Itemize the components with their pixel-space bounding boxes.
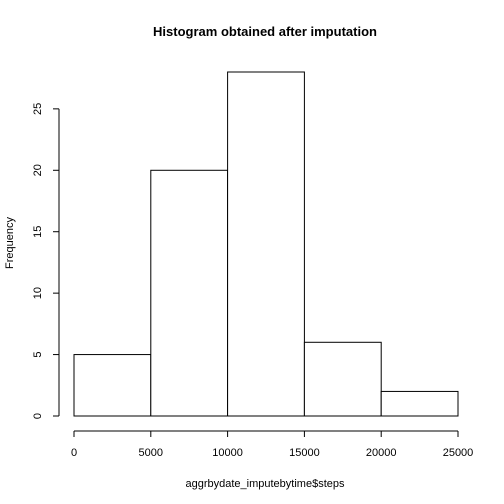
bars-group <box>74 72 458 416</box>
y-tick-label: 0 <box>32 413 44 419</box>
histogram-bar-1 <box>74 355 151 416</box>
x-tick-label: 25000 <box>443 447 474 459</box>
y-axis-label: Frequency <box>4 217 16 269</box>
histogram-bar-3 <box>228 72 305 416</box>
y-tick-label: 25 <box>32 103 44 115</box>
y-tick-label: 15 <box>32 226 44 238</box>
chart-title: Histogram obtained after imputation <box>153 24 377 39</box>
y-tick-label: 5 <box>32 352 44 358</box>
histogram-bar-2 <box>151 170 228 416</box>
y-tick-label: 10 <box>32 287 44 299</box>
y-tick-label: 20 <box>32 164 44 176</box>
x-axis: 0 5000 10000 15000 20000 25000 <box>71 431 473 459</box>
x-tick-label: 5000 <box>139 447 163 459</box>
x-tick-label: 20000 <box>366 447 397 459</box>
x-tick-label: 15000 <box>289 447 320 459</box>
histogram-bar-5 <box>381 391 458 416</box>
x-axis-label: aggrbydate_imputebytime$steps <box>186 478 345 490</box>
x-tick-label: 10000 <box>212 447 243 459</box>
x-tick-label: 0 <box>71 447 77 459</box>
histogram-bar-4 <box>304 342 381 416</box>
y-axis: 0 5 10 15 20 25 <box>32 103 59 419</box>
